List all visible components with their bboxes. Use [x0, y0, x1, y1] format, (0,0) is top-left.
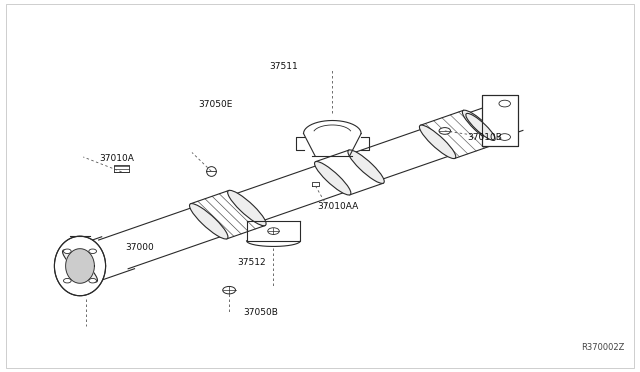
Polygon shape [233, 165, 346, 221]
Text: 37010AA: 37010AA [317, 202, 358, 211]
Text: R370002Z: R370002Z [580, 343, 624, 352]
Text: 37010A: 37010A [99, 154, 134, 163]
Ellipse shape [462, 110, 499, 144]
Ellipse shape [268, 228, 279, 234]
Polygon shape [66, 249, 94, 283]
Polygon shape [316, 150, 383, 195]
Ellipse shape [348, 150, 384, 183]
Ellipse shape [351, 153, 381, 180]
Polygon shape [420, 110, 497, 158]
Ellipse shape [314, 161, 351, 195]
Text: 37000: 37000 [125, 243, 154, 252]
Ellipse shape [439, 128, 451, 134]
Text: 37010B: 37010B [467, 133, 502, 142]
Polygon shape [482, 95, 518, 145]
Text: 37050E: 37050E [198, 100, 233, 109]
Ellipse shape [63, 250, 97, 282]
Ellipse shape [419, 125, 456, 158]
Ellipse shape [89, 249, 97, 253]
Ellipse shape [499, 100, 511, 107]
Polygon shape [467, 103, 523, 140]
Polygon shape [54, 236, 106, 296]
Ellipse shape [232, 195, 262, 222]
Ellipse shape [63, 249, 71, 253]
Polygon shape [352, 128, 451, 180]
Text: 37511: 37511 [269, 62, 298, 71]
Polygon shape [191, 190, 265, 239]
Text: 37512: 37512 [237, 258, 266, 267]
Ellipse shape [63, 279, 71, 283]
Ellipse shape [223, 286, 236, 294]
Ellipse shape [466, 113, 495, 141]
Polygon shape [63, 237, 134, 282]
Ellipse shape [499, 134, 511, 140]
Ellipse shape [89, 279, 97, 283]
Text: 37050B: 37050B [243, 308, 278, 317]
Polygon shape [99, 207, 223, 269]
Ellipse shape [189, 203, 228, 239]
Ellipse shape [228, 190, 266, 226]
